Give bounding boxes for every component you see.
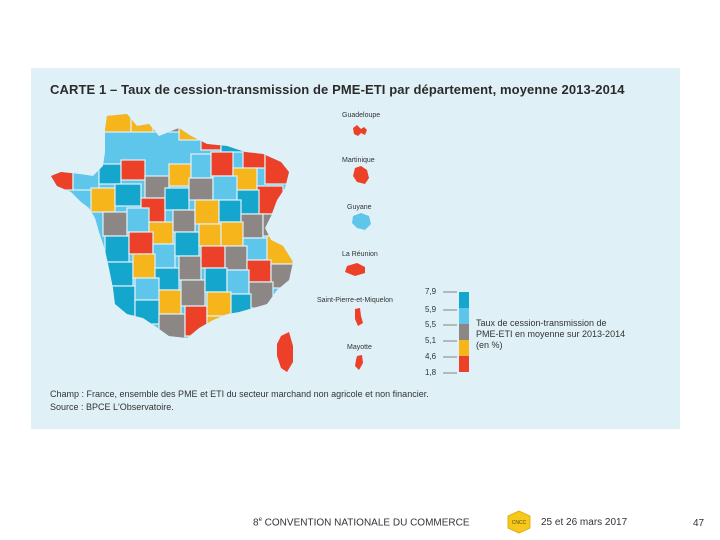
legend-tick: 5,5 [425, 320, 437, 329]
guadeloupe-shape [353, 125, 367, 136]
guyane-label: Guyane [347, 204, 372, 211]
svg-text:CNCC: CNCC [512, 520, 527, 526]
france-map [51, 114, 469, 374]
saint-pierre-label: Saint-Pierre-et-Miquelon [317, 297, 393, 304]
footer-date: 25 et 26 mars 2017 [541, 517, 628, 528]
legend-scale [443, 291, 469, 374]
map-panel: CARTE 1 – Taux de cession-transmission d… [31, 68, 680, 429]
legend-caption: Taux de cession-transmission de PME-ETI … [476, 318, 626, 350]
mayotte-label: Mayotte [347, 344, 372, 351]
reunion-label: La Réunion [342, 251, 378, 258]
martinique-shape [353, 166, 369, 184]
legend-tick: 7,9 [425, 287, 437, 296]
champ-note: Champ : France, ensemble des PME et ETI … [50, 389, 429, 399]
legend-tick: 4,6 [425, 352, 437, 361]
legend-tick: 5,9 [425, 305, 437, 314]
saint-pierre-shape [355, 308, 363, 326]
martinique-label: Martinique [342, 157, 375, 164]
reunion-shape [345, 263, 365, 276]
mainland-departments [51, 114, 293, 338]
footer-event: 8e CONVENTION NATIONALE DU COMMERCE [253, 517, 470, 529]
corsica-shape [277, 332, 293, 372]
mayotte-shape [355, 355, 363, 370]
legend-tick: 5,1 [425, 336, 437, 345]
page-number: 47 [693, 518, 705, 529]
map-title: CARTE 1 – Taux de cession-transmission d… [50, 82, 625, 97]
guadeloupe-label: Guadeloupe [342, 112, 381, 119]
source-note: Source : BPCE L'Observatoire. [50, 402, 174, 412]
legend-tick: 1,8 [425, 368, 437, 377]
convention-logo: CNCC [507, 510, 531, 534]
guyane-shape [352, 213, 371, 230]
